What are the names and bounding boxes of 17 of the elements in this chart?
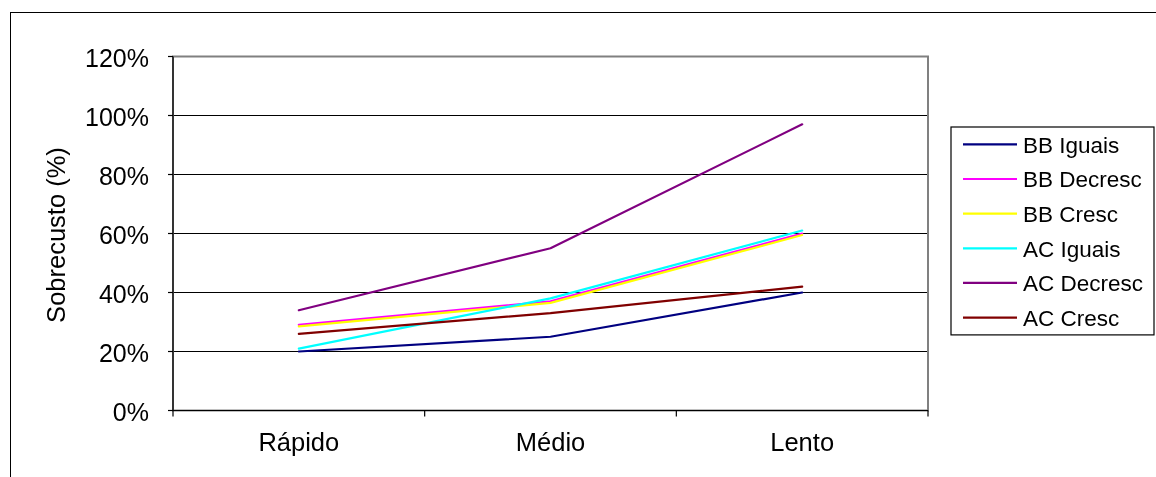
legend-label: AC Iguais (1023, 236, 1121, 262)
legend-label: BB Cresc (1023, 202, 1119, 228)
y-axis-title: Sobrecusto (%) (42, 147, 70, 323)
legend-label: AC Cresc (1023, 306, 1120, 332)
legend-label: BB Decresc (1023, 167, 1142, 193)
y-tick-label: 40% (98, 279, 149, 308)
x-tick-label: Médio (515, 428, 586, 456)
x-tick-label: Lento (770, 428, 835, 456)
y-tick-label: 60% (98, 220, 149, 249)
y-tick-label: 20% (98, 338, 149, 367)
y-tick-label: 80% (98, 161, 149, 190)
y-tick-label: 0% (112, 397, 149, 426)
legend-label: AC Decresc (1023, 271, 1144, 297)
legend-label: BB Iguais (1023, 132, 1120, 158)
y-tick-label: 100% (85, 102, 149, 131)
y-tick-label: 120% (85, 43, 149, 72)
x-tick-label: Rápido (258, 428, 340, 456)
